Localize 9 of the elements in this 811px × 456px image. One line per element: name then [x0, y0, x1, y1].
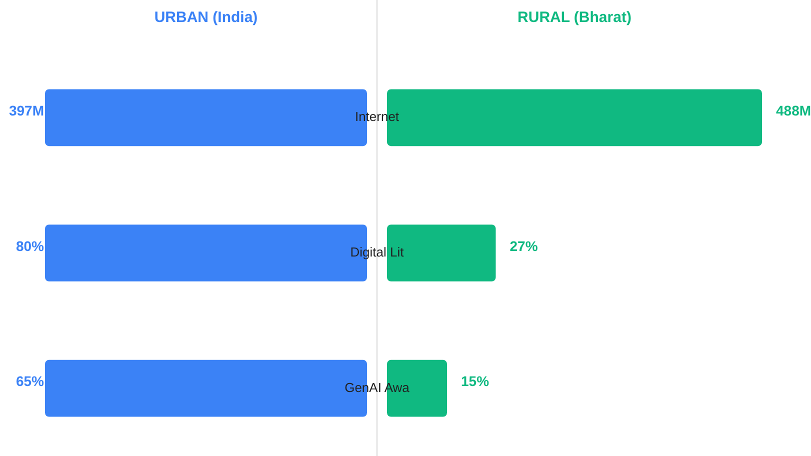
annotation: 27% — [510, 238, 538, 254]
text: 65% — [16, 373, 45, 390]
text: RURAL (Bharat) — [518, 9, 632, 26]
text: 488M — [776, 102, 811, 119]
text: 397M — [8, 102, 44, 119]
annotation: 15% — [461, 373, 490, 390]
text: 80% — [16, 238, 45, 254]
text: URBAN (India) — [154, 9, 258, 26]
y-tick-label: Internet — [354, 109, 400, 124]
